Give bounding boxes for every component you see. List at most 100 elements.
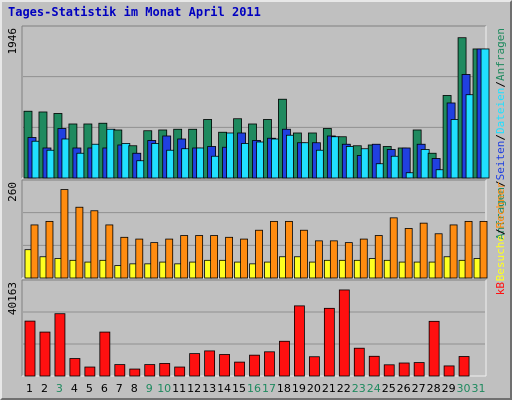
x-tick-label: 27 (412, 382, 426, 395)
bar-rechner (240, 238, 248, 279)
bar-kb (308, 356, 320, 377)
x-tick-label: 12 (187, 382, 201, 395)
bar-rechner (45, 220, 54, 279)
x-tick-label: 16 (247, 382, 261, 395)
x-tick-label: 17 (262, 382, 276, 395)
bar-kb (353, 347, 365, 377)
y-max-label-top: 1946 (6, 28, 19, 55)
bar-kb (39, 331, 51, 377)
x-tick-label: 11 (172, 382, 186, 395)
bar-kb (114, 364, 126, 377)
bar-kb (458, 356, 470, 377)
bar-rechner (404, 228, 413, 279)
x-tick-label: 1 (26, 382, 33, 395)
bar-rechner (389, 217, 398, 279)
bar-kb (428, 320, 440, 377)
bar-kb (24, 320, 36, 377)
bar-rechner (314, 240, 323, 279)
bar-rechner (344, 242, 353, 279)
legend-top-part: Anfragen (494, 187, 507, 240)
bar-rechner (195, 235, 204, 279)
x-tick-label: 4 (71, 382, 78, 395)
x-tick-label: 28 (427, 382, 441, 395)
bar-kb (174, 366, 186, 377)
bar-rechner (90, 210, 99, 279)
x-tick-label: 5 (86, 382, 93, 395)
bar-rechner (479, 220, 488, 279)
bar-rechner (300, 229, 308, 279)
bar-rechner (30, 224, 39, 279)
bar-kb (294, 305, 305, 377)
bar-kb (443, 365, 455, 377)
bar-kb (279, 340, 290, 377)
x-tick-label: 19 (292, 382, 306, 395)
x-tick-label: 31 (472, 382, 486, 395)
x-tick-label: 22 (337, 382, 351, 395)
x-tick-label: 25 (382, 382, 396, 395)
x-tick-label: 8 (131, 382, 138, 395)
bar-rechner (464, 220, 473, 279)
y-max-label-middle: 260 (6, 182, 19, 202)
bar-rechner (120, 236, 129, 279)
x-tick-label: 15 (232, 382, 246, 395)
bar-kb (144, 364, 156, 377)
x-tick-label: 26 (397, 382, 411, 395)
legend-middle-part: Rechner (494, 182, 507, 229)
bar-rechner (434, 233, 443, 279)
bar-rechner (105, 224, 114, 279)
bar-kb (368, 355, 380, 377)
legend-top-part: Anfragen (494, 28, 507, 81)
bar-rechner (150, 242, 159, 279)
x-tick-label: 29 (442, 382, 456, 395)
legend-bottom: kB (494, 282, 507, 296)
legend-middle-part: / (494, 228, 507, 235)
bar-rechner (75, 206, 84, 279)
bar-rechner (135, 238, 144, 279)
bar-kb (99, 331, 111, 377)
x-tick-label: 23 (352, 382, 366, 395)
x-tick-label: 24 (367, 382, 381, 395)
x-tick-label: 9 (146, 382, 153, 395)
x-tick-label: 18 (277, 382, 291, 395)
bar-kb (413, 362, 425, 377)
legend-top: Anfragen/Seiten/Dateien/Anfragen (494, 28, 507, 240)
bar-rechner (60, 189, 69, 279)
legend-middle-part: Besuche (494, 235, 507, 281)
bar-kb (69, 358, 81, 377)
bar-rechner (359, 238, 368, 279)
x-tick-label: 7 (116, 382, 123, 395)
x-tick-label: 14 (217, 382, 231, 395)
bar-rechner (180, 235, 189, 279)
x-tick-label: 20 (307, 382, 321, 395)
bar-rechner (210, 235, 219, 279)
bar-kb (54, 313, 66, 377)
bar-kb (129, 368, 141, 377)
bar-kb (234, 361, 245, 377)
bar-kb (338, 289, 350, 377)
bar-kb (204, 350, 216, 377)
bar-rechner (225, 236, 233, 279)
bar-seiten (480, 48, 490, 179)
bar-rechner (270, 220, 278, 279)
x-tick-label: 21 (322, 382, 336, 395)
bar-kb (159, 363, 171, 377)
bar-rechner (165, 238, 174, 279)
x-tick-label: 3 (56, 382, 63, 395)
legend-top-part: / (494, 180, 507, 187)
chart-title: Tages-Statistik im Monat April 2011 (8, 5, 261, 19)
x-tick-label: 30 (457, 382, 471, 395)
x-tick-label: 6 (101, 382, 108, 395)
bar-kb (84, 366, 96, 377)
x-tick-label: 2 (41, 382, 48, 395)
legend-bottom-part: kB (494, 282, 507, 296)
x-tick-label: 13 (202, 382, 216, 395)
legend-top-part: Seiten (494, 141, 507, 181)
bar-rechner (449, 224, 458, 279)
bar-rechner (329, 240, 338, 279)
bar-rechner (285, 220, 293, 279)
legend-middle: Besuche/Rechner (494, 182, 507, 282)
bar-kb (398, 362, 410, 377)
bar-rechner (374, 235, 383, 279)
